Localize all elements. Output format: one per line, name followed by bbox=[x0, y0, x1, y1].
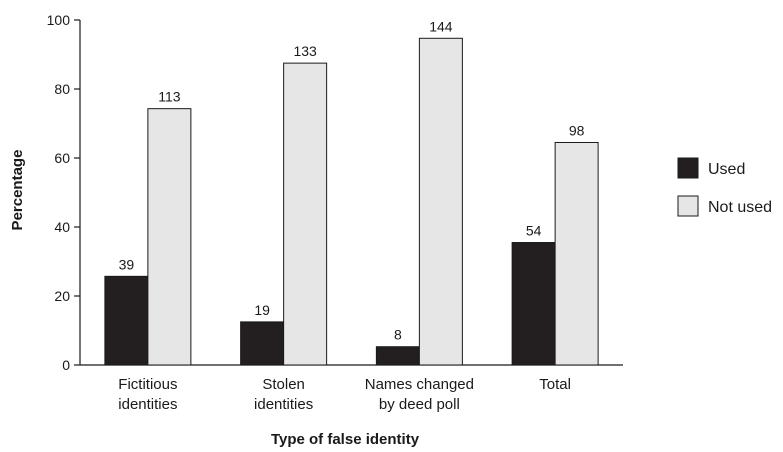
x-axis-title: Type of false identity bbox=[271, 431, 420, 448]
data-label-used: 8 bbox=[394, 327, 402, 343]
bar-not-used bbox=[418, 37, 463, 366]
data-label-used: 39 bbox=[119, 256, 135, 272]
category-label: identities bbox=[118, 396, 177, 413]
y-tick-label: 20 bbox=[54, 288, 70, 304]
category-label: identities bbox=[254, 396, 313, 413]
bar-not-used bbox=[283, 62, 328, 366]
category-label: Total bbox=[539, 376, 571, 393]
y-tick-label: 0 bbox=[62, 357, 70, 373]
data-label-not-used: 98 bbox=[569, 122, 585, 138]
bar-not-used bbox=[147, 108, 192, 366]
bar-used bbox=[375, 346, 420, 366]
bar-used bbox=[511, 242, 556, 366]
legend-swatch-used bbox=[677, 157, 699, 179]
category-label: Fictitious bbox=[118, 376, 177, 393]
y-tick-label: 60 bbox=[54, 150, 70, 166]
data-label-not-used: 133 bbox=[293, 43, 317, 59]
data-label-not-used: 144 bbox=[429, 18, 453, 34]
data-label-used: 54 bbox=[526, 223, 542, 239]
category-labels: Fictitious identities Stolen identities Name… bbox=[118, 376, 571, 413]
y-axis-title: Percentage bbox=[9, 150, 26, 231]
category-label: Names changed bbox=[365, 376, 474, 393]
y-axis-ticks: 0 20 40 60 80 100 bbox=[47, 12, 80, 373]
legend-label-not-used: Not used bbox=[708, 199, 772, 216]
y-tick-label: 80 bbox=[54, 81, 70, 97]
bar-used bbox=[104, 275, 149, 366]
category-label: by deed poll bbox=[379, 396, 460, 413]
legend-swatch-not-used bbox=[677, 195, 699, 217]
data-label-used: 19 bbox=[254, 302, 270, 318]
y-tick-label: 40 bbox=[54, 219, 70, 235]
y-tick-label: 100 bbox=[47, 12, 71, 28]
category-label: Stolen bbox=[262, 376, 305, 393]
bar-not-used bbox=[554, 141, 599, 366]
data-label-not-used: 113 bbox=[158, 89, 181, 105]
bar-used bbox=[240, 321, 285, 366]
legend-label-used: Used bbox=[708, 161, 745, 178]
bars: 39 113 19 133 8 144 54 98 bbox=[104, 18, 599, 366]
legend: Used Not used bbox=[677, 157, 772, 217]
